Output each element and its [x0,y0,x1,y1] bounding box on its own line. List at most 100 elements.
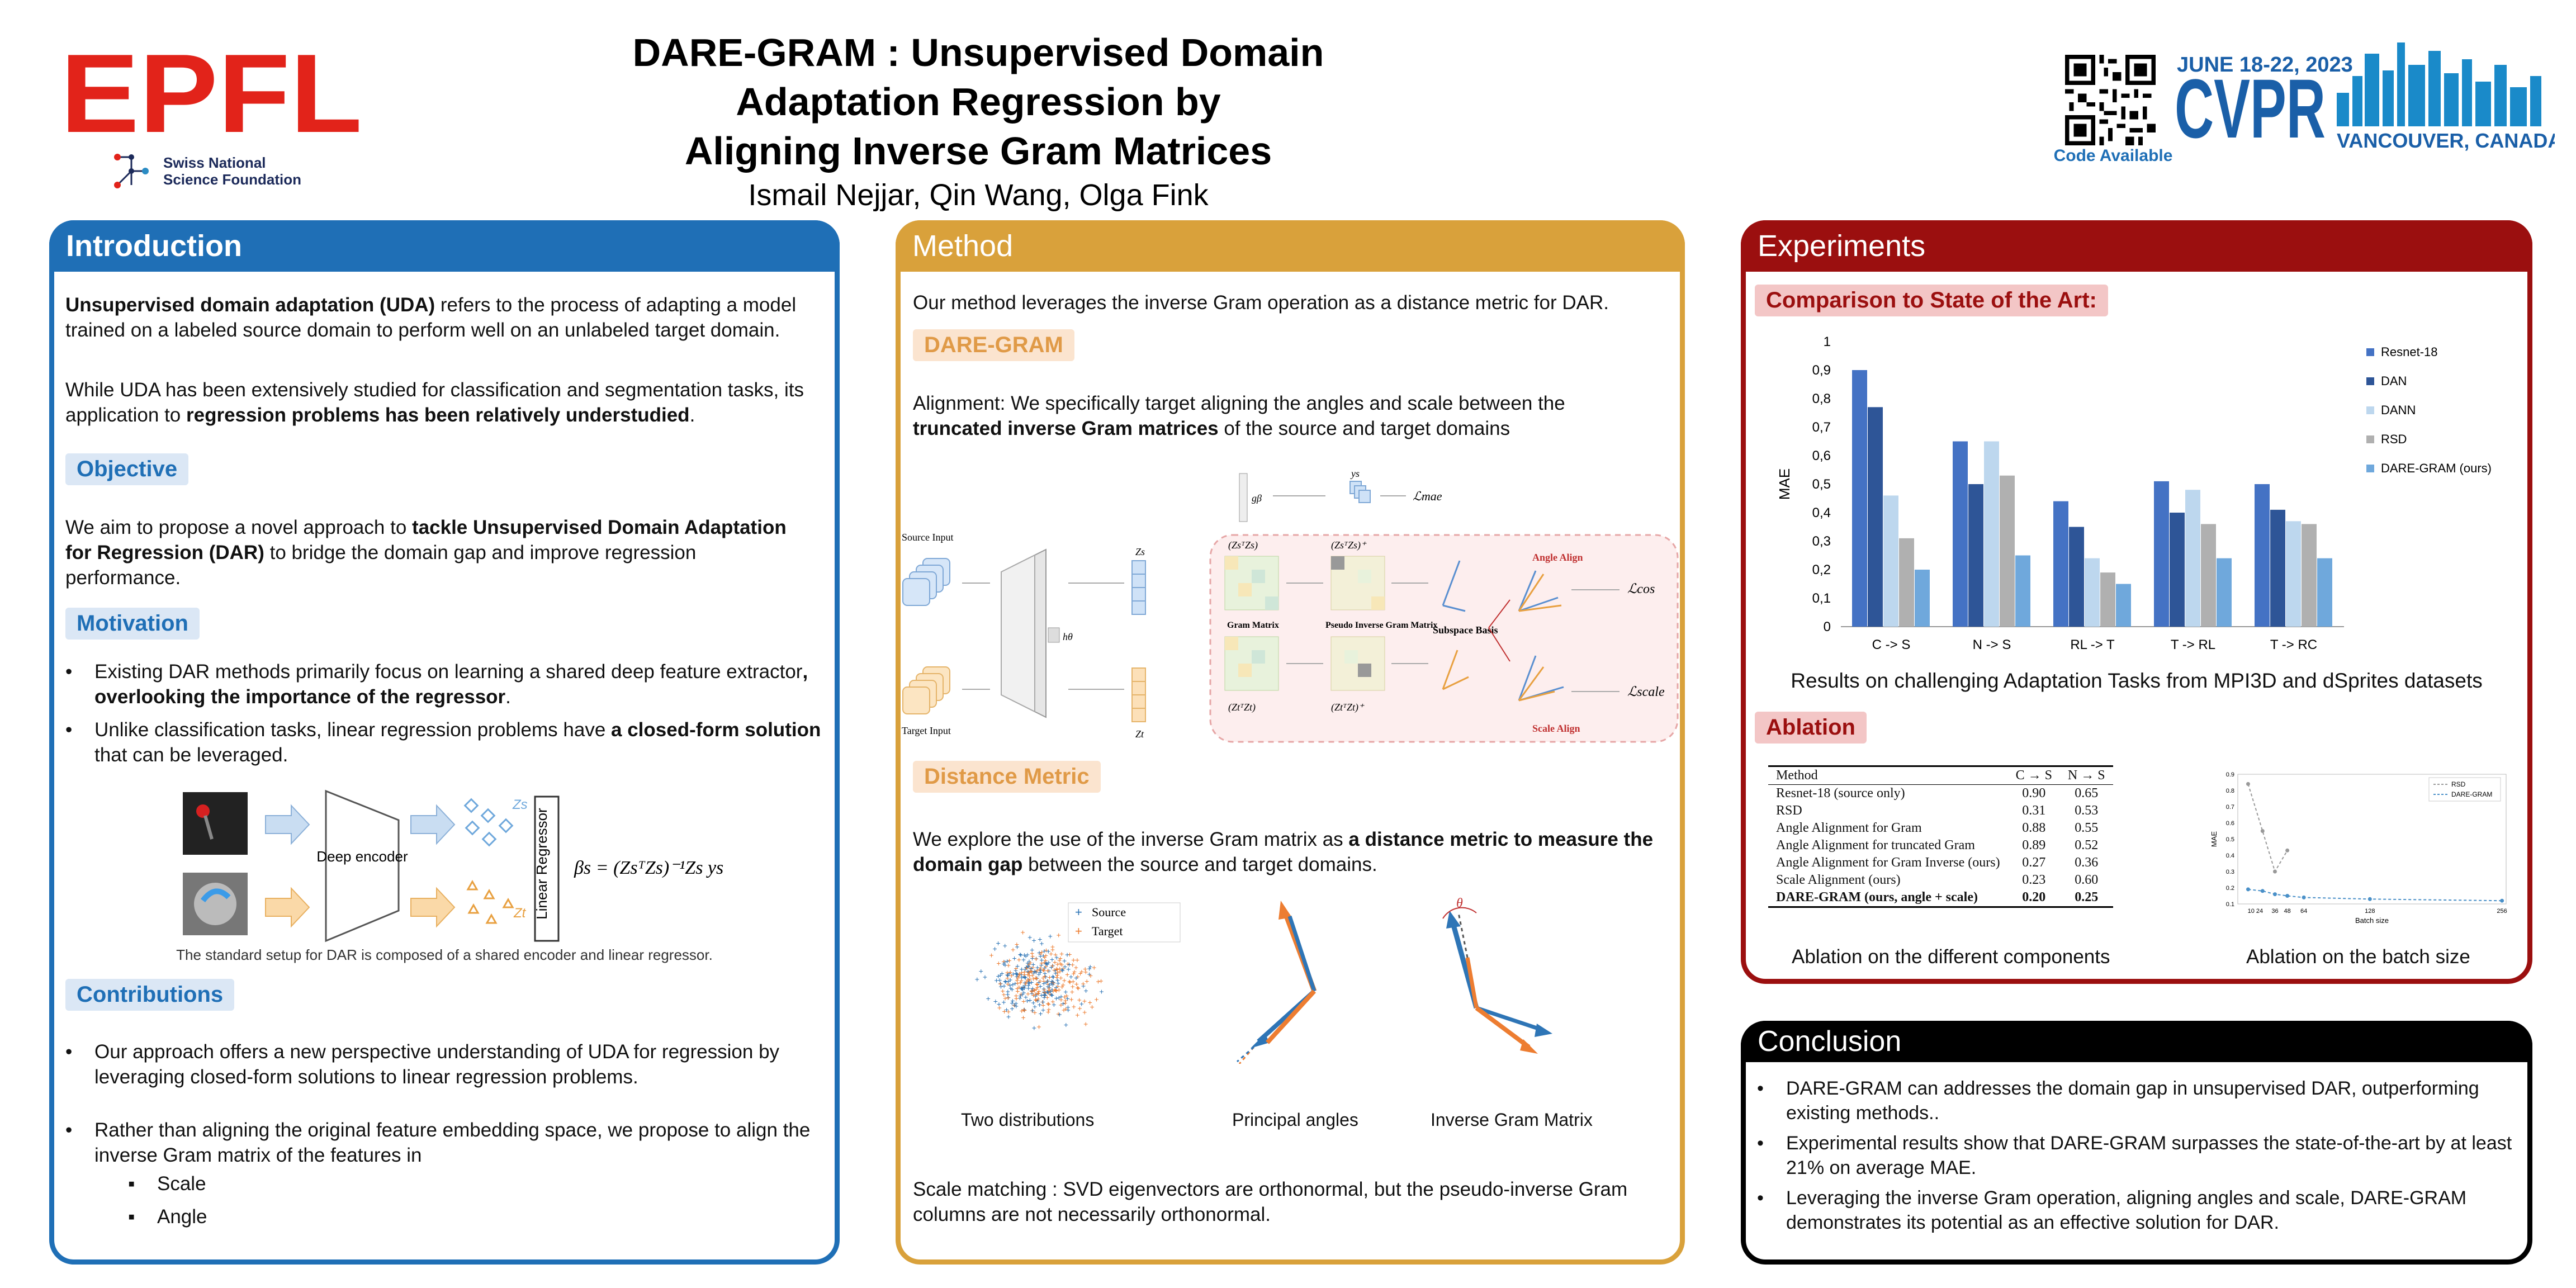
target-point: + [1031,963,1035,972]
source-point: + [1031,998,1035,1007]
legend-label: RSD [2451,780,2466,788]
source-input-label: Source Input [902,532,953,543]
code-available-link[interactable]: Code Available [2053,146,2173,165]
source-point: + [975,974,979,983]
target-point: + [1034,984,1039,993]
target-point: + [1053,985,1057,994]
target-point: + [1088,998,1092,1007]
sota-heading: Comparison to State of the Art: [1755,285,2108,316]
y-tick-label: 0,1 [1812,591,1831,606]
target-point: + [1059,960,1064,969]
y-tick-label: 0,3 [1812,534,1831,549]
source-point: + [1029,967,1033,976]
source-point: + [1003,977,1008,986]
target-point: + [1006,961,1011,970]
target-point: + [1027,974,1032,983]
source-point: + [1063,987,1068,996]
y-tick-label: 0.9 [2226,771,2234,778]
table-header-cell: N → S [2067,768,2105,783]
target-point: + [1046,980,1050,989]
target-point: + [1023,979,1027,988]
source-point: + [996,972,1001,981]
bar-dare-gram-ours- [1915,570,1930,627]
source-point: + [1010,998,1014,1007]
source-point: + [1022,972,1026,981]
source-point: + [1022,983,1027,992]
target-point: + [1027,968,1031,977]
contributions-list: Our approach offers a new perspective un… [65,1039,826,1237]
target-point: + [1002,990,1006,999]
introduction-title: Introduction [49,220,840,272]
alignment-text: Alignment: We specifically target aligni… [913,392,1565,439]
svg-text:+: + [1075,905,1082,919]
legend-label: DANN [2381,403,2416,417]
target-point: + [1021,1013,1026,1022]
target-point: + [1017,972,1021,981]
table-cell: Angle Alignment for Gram Inverse (ours) [1776,855,2000,870]
source-point: + [1050,985,1054,994]
gram-s-label: (ZsᵀZs) [1228,539,1258,551]
table-row: Angle Alignment for truncated Gram 0.89 0.… [1768,837,2113,854]
bar-resnet-18 [2255,484,2270,627]
source-point: + [1050,977,1055,986]
table-cell: Angle Alignment for Gram [1776,821,1922,835]
ys-label: ys [1350,468,1360,479]
target-point: + [1055,968,1060,977]
source-point: + [1010,985,1014,994]
target-point: + [1098,976,1103,985]
source-point: + [1054,994,1058,1003]
target-point: + [1071,960,1075,969]
target-point: + [1078,969,1083,978]
table-cell: 0.52 [2075,838,2099,853]
snsf-icon [114,154,149,188]
target-point: + [1076,983,1080,992]
bar-rsd [2000,475,2015,627]
source-point: + [1050,991,1054,1000]
table-cell: Angle Alignment for truncated Gram [1776,838,1975,853]
source-point: + [1031,968,1036,977]
legend-frame [2428,777,2501,802]
target-point: + [1067,977,1072,986]
x-tick-label: 256 [2497,908,2507,915]
target-point: + [1074,963,1078,972]
intro-paragraph-2: While UDA has been extensively studied f… [65,379,804,426]
snsf-line1: Swiss National [163,154,266,171]
target-point: + [1052,965,1057,974]
source-point: + [1026,967,1030,976]
source-point: + [1066,965,1071,974]
source-point: + [1022,950,1026,959]
source-point: + [1022,978,1027,987]
target-point: + [1024,977,1029,986]
x-tick-label: 10 24 [2248,908,2264,915]
target-point: + [1042,988,1046,997]
source-point: + [1074,973,1078,982]
target-point: + [1096,977,1100,986]
source-point: + [1060,966,1065,975]
source-point: + [1014,965,1018,974]
target-point: + [1056,1010,1060,1019]
y-tick-label: 1 [1824,334,1831,349]
target-input-label: Target Input [902,725,951,736]
gram-matrix-source [1224,556,1279,610]
target-point: + [1066,959,1070,968]
target-point: + [1040,997,1045,1006]
y-tick-label: 0.5 [2226,836,2234,843]
table-cell: 0.20 [2022,890,2046,905]
conclusion-item: Experimental results show that DARE-GRAM… [1757,1131,2523,1180]
target-point: + [1046,1005,1051,1014]
target-point: + [1057,986,1061,995]
table-cell: 0.25 [2075,890,2099,905]
target-point: + [1035,983,1040,992]
table-row: RSD 0.31 0.53 [1768,802,2113,820]
target-point: + [1033,967,1037,976]
source-point: + [1036,978,1041,987]
x-tick-label: 128 [2365,908,2375,915]
target-point: + [1082,1007,1087,1016]
target-point: + [1041,973,1045,982]
source-point: + [1013,979,1017,988]
source-point: + [1038,968,1043,977]
target-point: + [1030,970,1035,979]
qr-code-icon[interactable] [2065,55,2156,145]
x-tick-label: RL -> T [2070,637,2115,652]
target-point: + [1079,967,1084,976]
